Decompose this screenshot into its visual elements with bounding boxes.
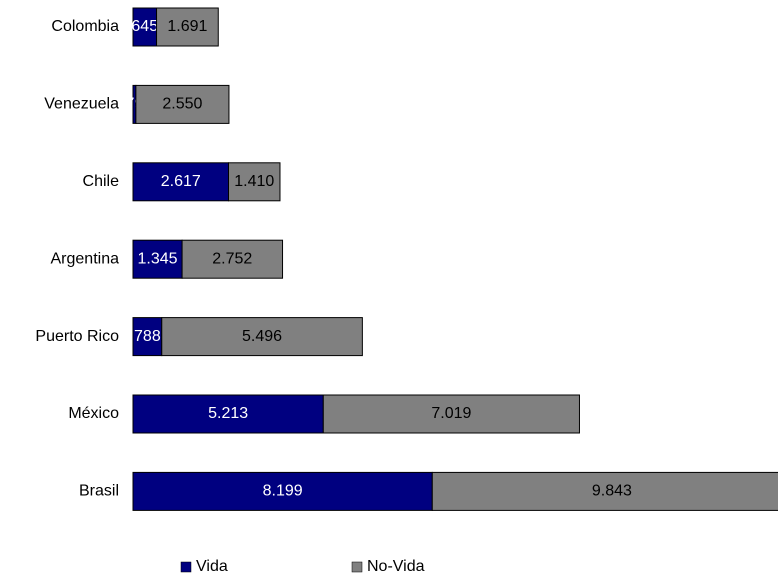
bar-segment	[322, 394, 580, 434]
legend-label: No-Vida	[367, 558, 425, 575]
legend-swatch	[180, 561, 192, 573]
y-tick-label: Colombia	[51, 18, 119, 35]
bar-segment	[228, 162, 281, 202]
data-label: 2.550	[162, 96, 202, 113]
data-label: 1.410	[234, 173, 274, 190]
data-label: 1.345	[138, 250, 178, 267]
y-tick-label: Brasil	[79, 483, 119, 500]
bar-segment	[135, 84, 230, 124]
data-label: 8.199	[263, 483, 303, 500]
y-tick-label: Argentina	[51, 250, 120, 267]
data-label: 9.843	[592, 483, 632, 500]
data-label: 1.691	[167, 18, 207, 35]
bar-segment	[132, 471, 433, 511]
data-label: 2.617	[161, 173, 201, 190]
legend-label: Vida	[196, 558, 228, 575]
bar-segment	[132, 394, 324, 434]
bar-segment	[161, 317, 363, 357]
data-label: 5.213	[208, 405, 248, 422]
data-label: 5.496	[242, 328, 282, 345]
bar-segment	[132, 317, 163, 357]
data-label: 788	[134, 328, 161, 345]
bar-segment	[156, 7, 219, 47]
data-label: 2.752	[212, 250, 252, 267]
data-label: 645	[131, 18, 158, 35]
bar-segment	[431, 471, 778, 511]
y-tick-label: Puerto Rico	[35, 328, 119, 345]
bar-segment	[132, 162, 230, 202]
y-tick-label: Chile	[83, 173, 120, 190]
y-tick-label: Venezuela	[44, 96, 119, 113]
bar-segment	[181, 239, 284, 279]
data-label: 7.019	[431, 405, 471, 422]
y-tick-label: México	[68, 405, 119, 422]
legend-swatch	[351, 561, 363, 573]
bar-segment	[132, 239, 183, 279]
